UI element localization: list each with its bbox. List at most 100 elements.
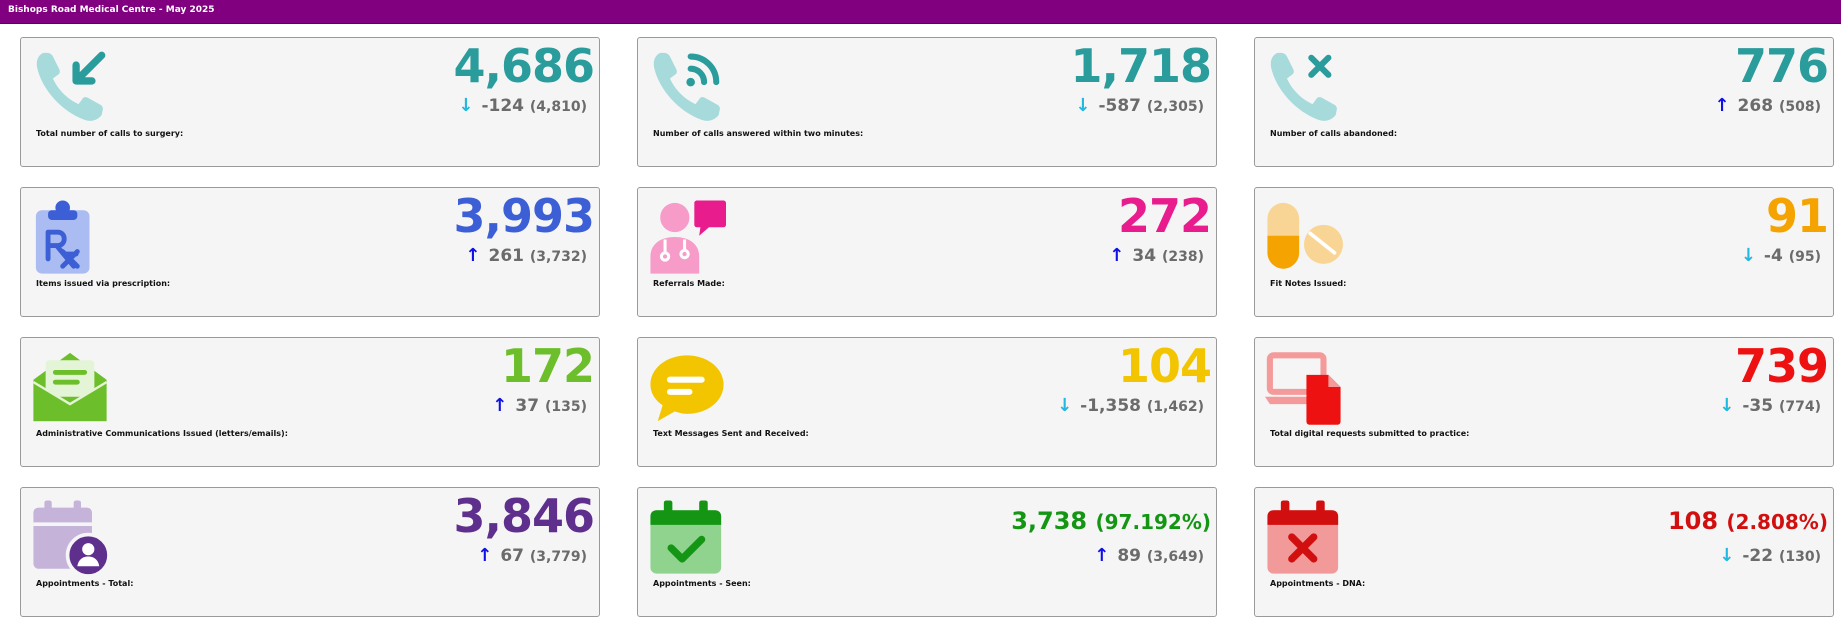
- metric-value: 4,686: [453, 39, 595, 93]
- metric-change: ↑ 89 (3,649): [1094, 545, 1204, 568]
- change-value: 34: [1132, 246, 1157, 266]
- previous-value: (774): [1778, 399, 1821, 415]
- trend-up-arrow-icon: ↑: [465, 245, 481, 266]
- value-number: 108: [1667, 507, 1719, 535]
- page-title: Bishops Road Medical Centre - May 2025: [8, 5, 215, 15]
- change-value: 37: [515, 396, 540, 416]
- metric-value: 108 (2.808%): [1668, 506, 1828, 537]
- metric-label: Fit Notes Issued:: [1270, 279, 1347, 288]
- calendar-check-icon: [648, 498, 726, 576]
- metric-change: ↓ -587 (2,305): [1075, 95, 1204, 118]
- envelope-letter-icon: [31, 348, 109, 426]
- card-digital-requests: 739 ↓ -35 (774) Total digital requests su…: [1254, 337, 1834, 467]
- change-value: 67: [500, 546, 524, 566]
- metric-change: ↑ 67 (3,779): [477, 545, 587, 568]
- metric-value: 3,738 (97.192%): [1011, 506, 1211, 537]
- previous-value: (130): [1778, 549, 1821, 565]
- card-referrals: 272 ↑ 34 (238) Referrals Made:: [637, 187, 1217, 317]
- card-prescriptions: 3,993 ↑ 261 (3,732) Items issued via pres…: [20, 187, 600, 317]
- change-value: 268: [1737, 96, 1774, 116]
- metric-label: Number of calls answered within two minu…: [653, 129, 864, 138]
- metric-label: Total digital requests submitted to prac…: [1270, 429, 1470, 438]
- card-appointments-dna: 108 (2.808%) ↓ -22 (130) Appointments - D…: [1254, 487, 1834, 617]
- calendar-cross-icon: [1265, 498, 1343, 576]
- card-appointments-seen: 3,738 (97.192%) ↑ 89 (3,649) Appointments…: [637, 487, 1217, 617]
- change-value: -124: [481, 96, 524, 116]
- metric-label: Referrals Made:: [653, 279, 725, 288]
- value-percent: (97.192%): [1095, 510, 1212, 534]
- metric-value: 104: [1117, 339, 1212, 393]
- metric-label: Appointments - Seen:: [653, 579, 751, 588]
- previous-value: (3,732): [529, 249, 587, 265]
- change-value: -35: [1742, 396, 1774, 416]
- metric-label: Items issued via prescription:: [36, 279, 171, 288]
- metric-change: ↓ -22 (130): [1719, 545, 1821, 568]
- previous-value: (95): [1788, 249, 1821, 265]
- trend-down-arrow-icon: ↓: [1075, 95, 1091, 116]
- trend-down-arrow-icon: ↓: [1740, 245, 1756, 266]
- card-fit-notes: 91 ↓ -4 (95) Fit Notes Issued:: [1254, 187, 1834, 317]
- prescription-clipboard-icon: [31, 198, 109, 276]
- metric-change: ↑ 261 (3,732): [465, 245, 587, 268]
- trend-up-arrow-icon: ↑: [1714, 95, 1730, 116]
- metric-value: 776: [1734, 39, 1829, 93]
- trend-down-arrow-icon: ↓: [1057, 395, 1073, 416]
- card-calls-abandoned: 776 ↑ 268 (508) Number of calls abandoned…: [1254, 37, 1834, 167]
- trend-down-arrow-icon: ↓: [458, 95, 474, 116]
- laptop-document-icon: [1265, 348, 1343, 426]
- metric-change: ↓ -4 (95): [1741, 245, 1821, 268]
- metric-value: 1,718: [1070, 39, 1212, 93]
- previous-value: (1,462): [1146, 399, 1204, 415]
- change-value: 89: [1117, 546, 1141, 566]
- previous-value: (3,779): [529, 549, 587, 565]
- previous-value: (2,305): [1146, 99, 1204, 115]
- pills-icon: [1265, 198, 1343, 276]
- change-value: -1,358: [1080, 396, 1141, 416]
- change-value: -587: [1098, 96, 1141, 116]
- chat-bubble-icon: [648, 348, 726, 426]
- value-percent: (2.808%): [1726, 510, 1828, 534]
- previous-value: (135): [544, 399, 587, 415]
- header-bar: Bishops Road Medical Centre - May 2025: [0, 0, 1841, 24]
- metric-value: 3,993: [453, 189, 595, 243]
- metric-value: 3,846: [453, 489, 595, 543]
- metric-value: 739: [1734, 339, 1829, 393]
- card-appointments-total: 3,846 ↑ 67 (3,779) Appointments - Total:: [20, 487, 600, 617]
- card-text-messages: 104 ↓ -1,358 (1,462) Text Messages Sent a…: [637, 337, 1217, 467]
- change-value: -22: [1742, 546, 1774, 566]
- metric-label: Appointments - Total:: [36, 579, 134, 588]
- metric-change: ↓ -124 (4,810): [458, 95, 587, 118]
- previous-value: (3,649): [1146, 549, 1204, 565]
- trend-up-arrow-icon: ↑: [1109, 245, 1125, 266]
- metric-value: 91: [1765, 189, 1829, 243]
- card-calls-answered: 1,718 ↓ -587 (2,305) Number of calls answ…: [637, 37, 1217, 167]
- trend-down-arrow-icon: ↓: [1719, 545, 1735, 566]
- trend-up-arrow-icon: ↑: [492, 395, 508, 416]
- metric-label: Appointments - DNA:: [1270, 579, 1366, 588]
- change-value: -4: [1763, 246, 1783, 266]
- metric-label: Text Messages Sent and Received:: [653, 429, 809, 438]
- value-number: 3,738: [1011, 507, 1088, 535]
- trend-down-arrow-icon: ↓: [1719, 395, 1735, 416]
- doctor-speech-icon: [648, 198, 726, 276]
- previous-value: (238): [1161, 249, 1204, 265]
- trend-up-arrow-icon: ↑: [1094, 545, 1110, 566]
- metric-label: Administrative Communications Issued (le…: [36, 429, 288, 438]
- metric-change: ↓ -35 (774): [1719, 395, 1821, 418]
- metric-value: 172: [500, 339, 595, 393]
- phone-signal-icon: [648, 48, 726, 126]
- metric-change: ↓ -1,358 (1,462): [1057, 395, 1204, 418]
- trend-up-arrow-icon: ↑: [477, 545, 493, 566]
- calendar-user-icon: [31, 498, 109, 576]
- card-admin-communications: 172 ↑ 37 (135) Administrative Communicati…: [20, 337, 600, 467]
- change-value: 261: [488, 246, 524, 266]
- phone-missed-icon: [1265, 48, 1343, 126]
- phone-incoming-icon: [31, 48, 109, 126]
- previous-value: (4,810): [529, 99, 587, 115]
- metric-label: Number of calls abandoned:: [1270, 129, 1398, 138]
- metric-label: Total number of calls to surgery:: [36, 129, 184, 138]
- metric-change: ↑ 34 (238): [1109, 245, 1204, 268]
- metric-change: ↑ 268 (508): [1714, 95, 1821, 118]
- metric-value: 272: [1117, 189, 1212, 243]
- previous-value: (508): [1778, 99, 1821, 115]
